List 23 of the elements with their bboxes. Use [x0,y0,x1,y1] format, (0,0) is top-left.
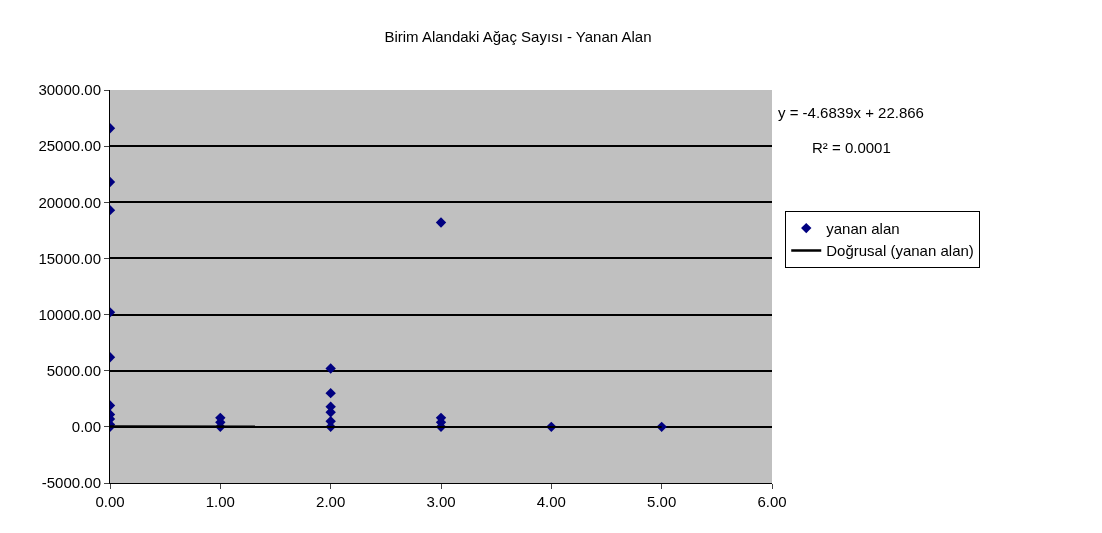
x-tick-label: 2.00 [316,493,346,510]
y-tick-label: 10000.00 [38,305,101,323]
y-tick-label: 5000.00 [46,361,101,379]
legend-label: yanan alan [826,219,900,237]
x-tick-label: 0.00 [95,493,125,510]
y-tick-label: 15000.00 [38,249,101,267]
y-tick-label: 30000.00 [38,81,101,99]
x-tick-label: 5.00 [647,493,677,510]
x-tick-label: 1.00 [205,493,235,510]
x-tick-label: 3.00 [426,493,456,510]
text: R² = 0.0001 [812,139,891,156]
x-tick-label: 6.00 [757,493,787,510]
chart-title: Birim Alandaki Ağaç Sayısı - Yanan Alan [384,28,652,46]
y-tick-label: 0.00 [71,418,101,436]
y-tick-label: -5000.00 [41,474,101,492]
legend-label: Doğrusal (yanan alan) [826,242,974,260]
y-tick-label: 20000.00 [38,193,101,211]
text: y = -4.6839x + 22.866 [778,104,924,121]
point [325,363,336,374]
x-tick-label: 4.00 [536,493,566,510]
point [325,387,336,399]
y-tick-label: 25000.00 [38,137,101,155]
point [435,217,447,228]
